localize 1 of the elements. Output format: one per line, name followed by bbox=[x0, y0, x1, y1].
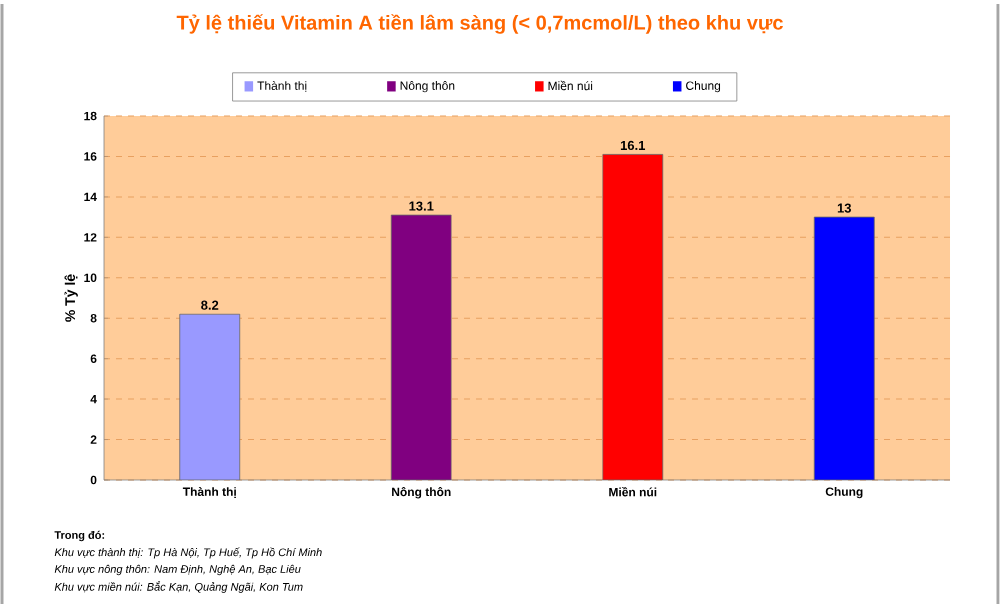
chart-title: Tỷ lệ thiếu Vitamin A tiền lâm sàng (< 0,7mcmol/L) theo khu vực bbox=[176, 14, 783, 35]
